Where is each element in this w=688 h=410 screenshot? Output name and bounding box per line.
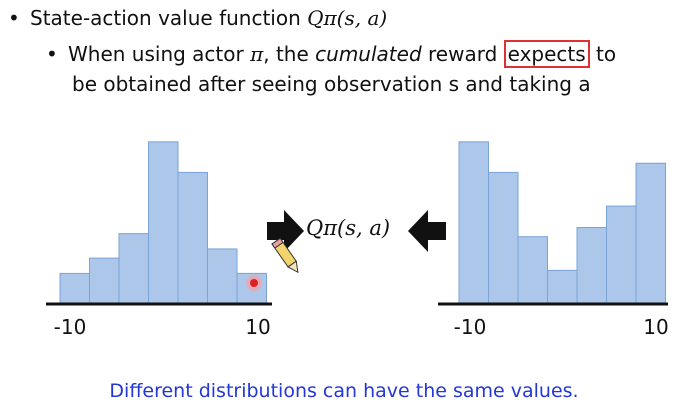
bullet-main-text: State-action value function xyxy=(30,6,308,30)
histogram-bar xyxy=(606,205,637,305)
q-function-math: Qπ(s, a) xyxy=(307,6,388,30)
histogram-bar xyxy=(635,162,666,305)
bullet-dot: • xyxy=(8,6,20,30)
histogram-bar xyxy=(148,141,179,305)
sub-text-2: , the xyxy=(263,42,316,66)
left-distribution-chart: -10 10 xyxy=(46,141,272,339)
cumulated-word: cumulated xyxy=(315,42,422,66)
bullet-sub: • When using actor π, the cumulated rewar… xyxy=(46,40,617,68)
histogram-bar xyxy=(118,233,149,305)
bullet-dot: • xyxy=(46,42,58,66)
bullet-main: • State-action value function Qπ(s, a) xyxy=(8,6,387,30)
histogram-bar xyxy=(458,141,489,305)
pi-math: π xyxy=(250,42,264,66)
arrow-right-icon xyxy=(267,210,304,252)
right-distribution-chart: -10 10 xyxy=(438,141,669,339)
sub-text-3: reward xyxy=(421,42,504,66)
histogram-bar xyxy=(488,171,519,305)
histogram-bar xyxy=(547,269,578,305)
x-tick-label: 10 xyxy=(245,315,270,339)
sub-text-1: When using actor xyxy=(68,42,251,66)
histogram-bar xyxy=(177,171,208,305)
expects-highlight: expects xyxy=(503,40,590,68)
caption: Different distributions can have the sam… xyxy=(109,380,579,402)
x-tick-label: -10 xyxy=(54,315,87,339)
histogram-bar xyxy=(89,257,120,305)
bullet-sub-line2: be obtained after seeing observation s a… xyxy=(72,72,591,96)
distribution-charts: -10 10 -10 10 xyxy=(46,141,669,339)
q-value-label: Qπ(s, a) xyxy=(306,216,391,240)
histogram-bar xyxy=(59,272,90,305)
pencil-icon xyxy=(271,237,299,274)
histogram-bar xyxy=(517,236,548,305)
x-tick-label: -10 xyxy=(454,315,487,339)
arrow-left-icon xyxy=(408,210,446,252)
x-tick-label: 10 xyxy=(643,315,668,339)
pointer-dot-icon xyxy=(246,275,262,291)
histogram-bar xyxy=(576,227,607,305)
histogram-bar xyxy=(207,248,238,305)
sub-text-4: to xyxy=(589,42,617,66)
